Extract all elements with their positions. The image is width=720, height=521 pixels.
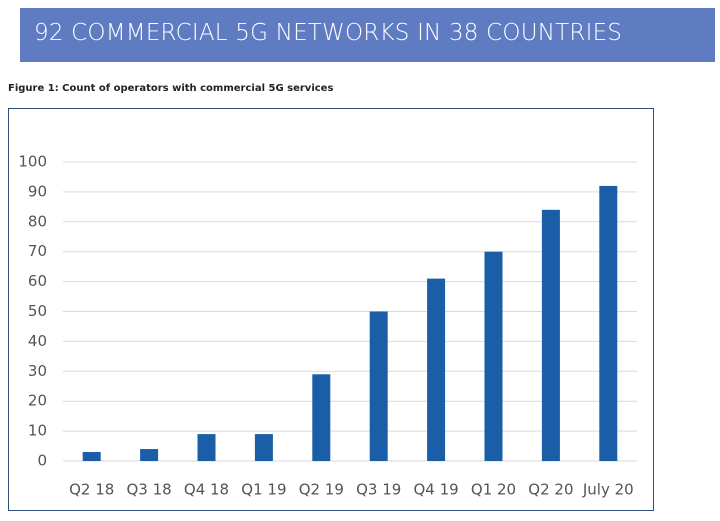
x-tick-label: Q2 18: [69, 481, 114, 499]
bar: [541, 209, 560, 461]
y-tick-label: 40: [28, 332, 47, 350]
bar: [140, 449, 159, 461]
y-tick-label: 10: [28, 422, 47, 440]
x-tick-label: Q3 19: [356, 481, 401, 499]
bar: [369, 311, 388, 461]
banner-title: 92 COMMERCIAL 5G NETWORKS IN 38 COUNTRIE…: [34, 20, 623, 46]
x-tick-label: July 20: [582, 481, 634, 499]
y-tick-label: 100: [18, 153, 47, 171]
x-tick-label: Q3 18: [126, 481, 171, 499]
y-tick-label: 50: [28, 302, 47, 320]
x-tick-label: Q2 19: [299, 481, 344, 499]
y-tick-label: 0: [37, 452, 47, 470]
y-tick-label: 20: [28, 392, 47, 410]
bar: [599, 185, 618, 462]
banner: 92 COMMERCIAL 5G NETWORKS IN 38 COUNTRIE…: [20, 8, 715, 62]
bar: [197, 434, 216, 461]
bar: [254, 434, 273, 461]
chart-frame: [8, 108, 654, 511]
bar: [427, 278, 446, 461]
x-tick-label: Q4 19: [413, 481, 458, 499]
y-tick-label: 60: [28, 272, 47, 290]
bar: [312, 374, 331, 461]
x-tick-label: Q4 18: [184, 481, 229, 499]
y-tick-label: 80: [28, 212, 47, 230]
y-tick-label: 90: [28, 182, 47, 200]
y-tick-label: 70: [28, 242, 47, 260]
x-tick-label: Q1 19: [241, 481, 286, 499]
y-tick-label: 30: [28, 362, 47, 380]
figure-caption: Figure 1: Count of operators with commer…: [8, 83, 334, 94]
x-tick-label: Q2 20: [528, 481, 573, 499]
bar: [82, 452, 101, 461]
x-tick-label: Q1 20: [471, 481, 516, 499]
bar: [484, 251, 503, 461]
